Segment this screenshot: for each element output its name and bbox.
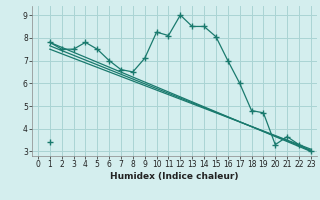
X-axis label: Humidex (Indice chaleur): Humidex (Indice chaleur) — [110, 172, 239, 181]
